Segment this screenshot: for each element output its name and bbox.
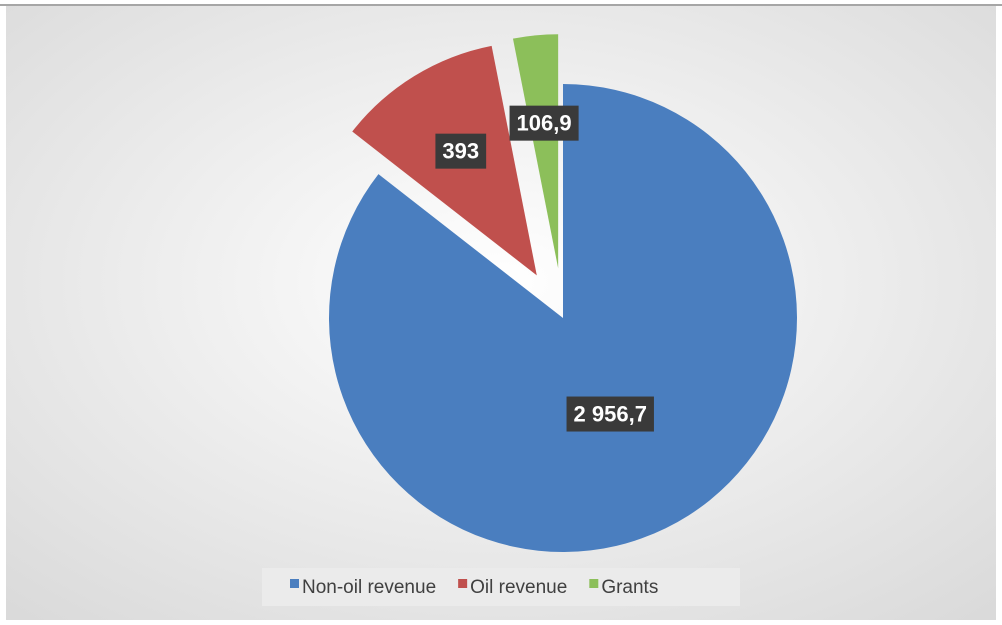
data-label-box: [566, 396, 654, 432]
data-label: 2 956,7: [574, 402, 647, 427]
data-label-box: [435, 133, 487, 169]
legend-swatch: [290, 579, 299, 588]
slice: [512, 34, 559, 269]
slice: [329, 84, 798, 552]
legend-swatch: [589, 579, 599, 588]
legend-label: Grants: [601, 577, 658, 598]
legend-swatch: [458, 579, 468, 588]
data-label: 393: [442, 139, 479, 164]
labels: 2 956,7 393 106,9: [435, 105, 654, 432]
slices: [329, 34, 798, 552]
data-label-box: [509, 105, 579, 141]
data-label: 106,9: [517, 111, 572, 136]
legend-box: [262, 568, 740, 606]
legend-label: Oil revenue: [470, 577, 567, 598]
legend: Non-oil revenue Oil revenue Grants: [290, 577, 658, 598]
legend-label: Non-oil revenue: [302, 577, 436, 598]
